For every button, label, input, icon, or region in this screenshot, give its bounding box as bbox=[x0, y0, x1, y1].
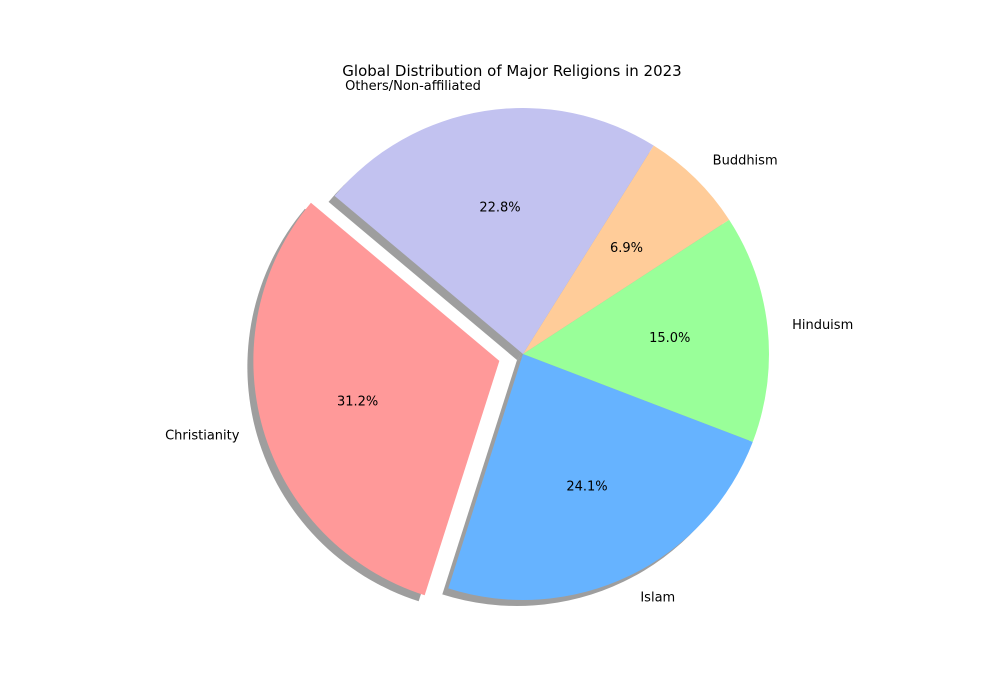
slice-percent-islam: 24.1% bbox=[566, 479, 607, 494]
pie-slice-others-non-affiliated bbox=[334, 107, 654, 355]
pie-slice-islam bbox=[448, 354, 753, 600]
slice-layer bbox=[253, 107, 769, 600]
slice-percent-christianity: 31.2% bbox=[337, 394, 378, 409]
slice-label-islam: Islam bbox=[640, 590, 675, 605]
slice-label-christianity: Christianity bbox=[165, 429, 240, 444]
slice-label-buddhism: Buddhism bbox=[713, 153, 778, 168]
slice-percent-hinduism: 15.0% bbox=[649, 331, 690, 346]
slice-percent-others-non-affiliated: 22.8% bbox=[479, 201, 520, 216]
label-layer: Christianity 31.2% Islam 24.1% Hinduism 15.0%… bbox=[165, 79, 853, 605]
pie-slice-christianity bbox=[253, 202, 500, 596]
pie-slice-hinduism bbox=[523, 219, 769, 442]
pie-slice-buddhism bbox=[523, 145, 730, 354]
slice-label-others-non-affiliated: Others/Non-affiliated bbox=[345, 79, 481, 94]
slice-label-hinduism: Hinduism bbox=[792, 318, 853, 333]
chart-title: Global Distribution of Major Religions i… bbox=[342, 62, 681, 80]
slice-percent-buddhism: 6.9% bbox=[610, 241, 643, 256]
